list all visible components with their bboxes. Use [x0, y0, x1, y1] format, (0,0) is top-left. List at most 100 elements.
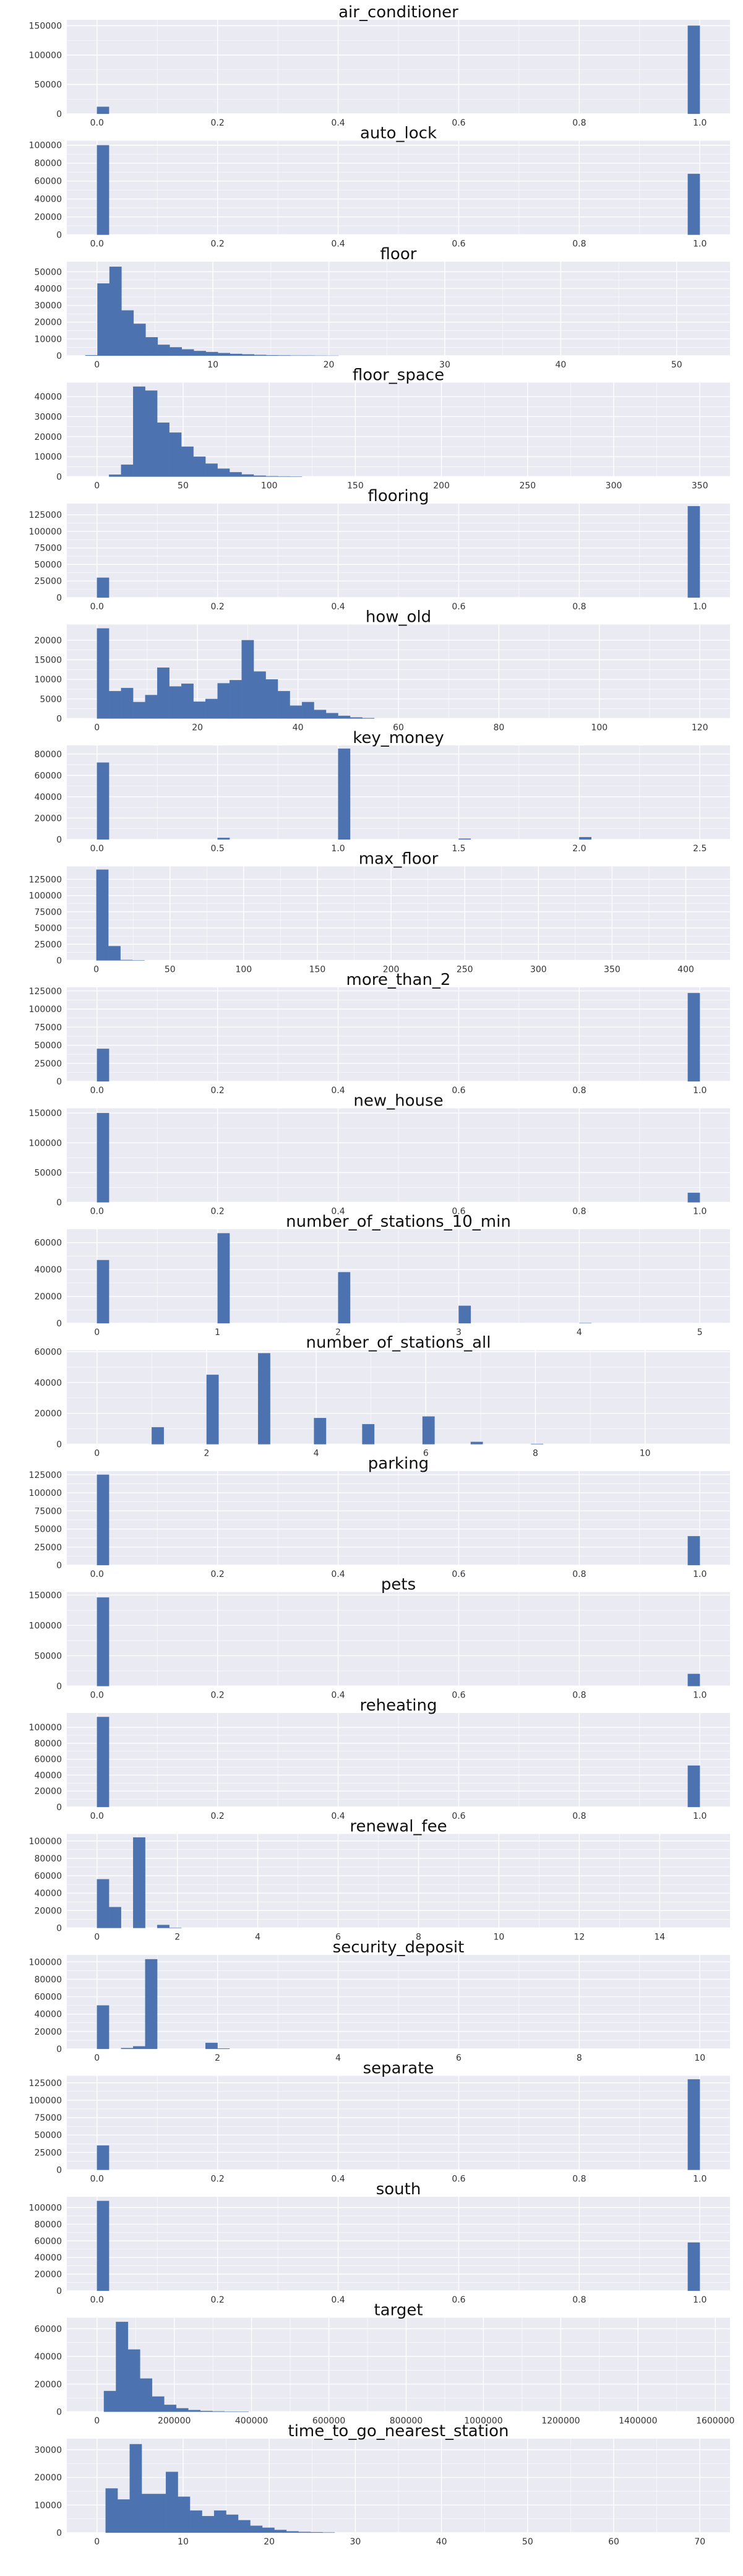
histogram-renewal-fee: 0 2 4 6 8 10 12 14 0 20000 40000 60000 80000 100000 re… — [29, 1818, 730, 1943]
x-tick-label: 150 — [347, 481, 364, 491]
chart-title: number_of_stations_10_min — [286, 1213, 511, 1231]
x-tick-label: 0.4 — [331, 118, 345, 128]
y-tick-label: 10000 — [34, 452, 62, 462]
y-tick-label: 40000 — [34, 2010, 62, 2020]
y-tick-label: 50000 — [34, 560, 62, 570]
x-tick-label: 20 — [324, 360, 335, 370]
x-tick-label: 0.2 — [211, 239, 225, 249]
x-tick-label: 1200000 — [541, 2416, 580, 2426]
histogram-bar — [133, 2046, 145, 2050]
histogram-bar — [212, 2411, 225, 2412]
histogram-bar — [217, 468, 230, 477]
chart-title: number_of_stations_all — [306, 1334, 491, 1352]
histogram-bar — [202, 2516, 215, 2533]
histogram-bar — [157, 668, 170, 719]
histogram-bar — [96, 869, 109, 961]
histogram-bar — [338, 1272, 351, 1324]
histogram-bar — [301, 702, 314, 719]
x-tick-label: 800000 — [390, 2416, 423, 2426]
histogram-bar — [105, 2488, 118, 2533]
y-tick-label: 100000 — [29, 1138, 62, 1148]
x-tick-label: 0 — [94, 2416, 100, 2426]
y-tick-label: 20000 — [34, 2473, 62, 2483]
y-tick-label: 20000 — [34, 1906, 62, 1916]
y-tick-label: 0 — [56, 2045, 62, 2054]
x-tick-label: 1000000 — [464, 2416, 502, 2426]
x-tick-label: 0.8 — [572, 1691, 586, 1701]
x-tick-label: 1400000 — [619, 2416, 657, 2426]
y-tick-label: 60000 — [34, 1347, 62, 1357]
histogram-bar — [145, 1959, 158, 2050]
plot-area — [67, 1834, 730, 1928]
histogram-bar — [169, 432, 182, 477]
x-tick-label: 2.0 — [572, 844, 586, 854]
x-tick-label: 0.4 — [331, 1207, 345, 1217]
x-tick-label: 400 — [677, 965, 694, 975]
histogram-bar — [109, 474, 121, 477]
plot-area — [67, 1350, 730, 1445]
x-tick-label: 1.0 — [693, 239, 706, 249]
histogram-bar — [217, 1233, 230, 1324]
y-tick-label: 125000 — [29, 987, 62, 997]
x-tick-label: 600000 — [312, 2416, 345, 2426]
y-tick-label: 15000 — [34, 656, 62, 666]
histogram-bar — [290, 705, 303, 719]
histogram-bar — [687, 2242, 700, 2291]
histogram-bar — [470, 1441, 483, 1445]
x-tick-label: 0.6 — [452, 118, 465, 128]
chart-title: floor — [380, 245, 417, 264]
x-tick-label: 0.0 — [90, 118, 104, 128]
histogram-bar — [145, 695, 158, 719]
histogram-target: 0 200000 400000 600000 800000 1000000 1200000 1… — [34, 2301, 734, 2426]
y-tick-label: 5000 — [40, 695, 62, 705]
histogram-number-of-stations-all: 0 2 4 6 8 10 0 20000 40000 60000 number_of_station… — [34, 1334, 730, 1459]
y-tick-label: 125000 — [29, 2079, 62, 2089]
histogram-bar — [226, 2514, 239, 2533]
histogram-bar — [152, 2396, 165, 2412]
x-tick-label: 1.5 — [452, 844, 465, 854]
y-tick-label: 50000 — [34, 80, 62, 90]
x-tick-label: 0.2 — [211, 2295, 225, 2305]
y-tick-label: 100000 — [29, 51, 62, 61]
x-tick-label: 120 — [692, 723, 708, 733]
histogram-security-deposit: 0 2 4 6 8 10 0 20000 40000 60000 80000 100000 securi… — [29, 1938, 730, 2063]
x-tick-label: 0.0 — [90, 1569, 104, 1579]
y-tick-label: 0 — [56, 2286, 62, 2296]
y-tick-label: 10000 — [34, 675, 62, 685]
x-tick-label: 0.2 — [211, 118, 225, 128]
x-tick-label: 0.2 — [211, 1569, 225, 1579]
histogram-bar — [97, 2145, 110, 2170]
x-tick-label: 200000 — [158, 2416, 191, 2426]
histogram-bar — [278, 355, 291, 356]
x-tick-label: 300 — [606, 481, 622, 491]
y-tick-label: 0 — [56, 1682, 62, 1692]
histogram-bar — [109, 266, 122, 356]
y-tick-label: 100000 — [29, 2203, 62, 2213]
x-tick-label: 0.0 — [90, 844, 104, 854]
x-tick-label: 0.8 — [572, 1569, 586, 1579]
x-tick-label: 0.0 — [90, 1691, 104, 1701]
y-tick-label: 0 — [56, 956, 62, 966]
histogram-bar — [109, 691, 121, 719]
y-tick-label: 50000 — [34, 1168, 62, 1178]
histogram-bar — [687, 1673, 700, 1686]
x-tick-label: 0.8 — [572, 2295, 586, 2305]
histogram-bar — [189, 2510, 202, 2533]
y-tick-label: 100000 — [29, 1488, 62, 1498]
histogram-bar — [109, 1907, 121, 1928]
histogram-bar — [165, 2471, 178, 2533]
chart-title: separate — [363, 2059, 434, 2078]
x-tick-label: 0.4 — [331, 1086, 345, 1096]
x-tick-label: 200 — [383, 965, 400, 975]
x-tick-label: 1.0 — [693, 1086, 706, 1096]
x-tick-label: 4 — [335, 2053, 341, 2063]
y-tick-label: 0 — [56, 593, 62, 603]
x-tick-label: 6 — [335, 1933, 341, 1943]
histogram-bar — [213, 2510, 226, 2533]
histogram-bar — [286, 2531, 299, 2533]
y-tick-label: 100000 — [29, 1957, 62, 1967]
histogram-bar — [97, 2200, 110, 2291]
y-tick-label: 75000 — [34, 2113, 62, 2123]
histogram-bar — [97, 762, 110, 840]
x-tick-label: 40 — [555, 360, 566, 370]
